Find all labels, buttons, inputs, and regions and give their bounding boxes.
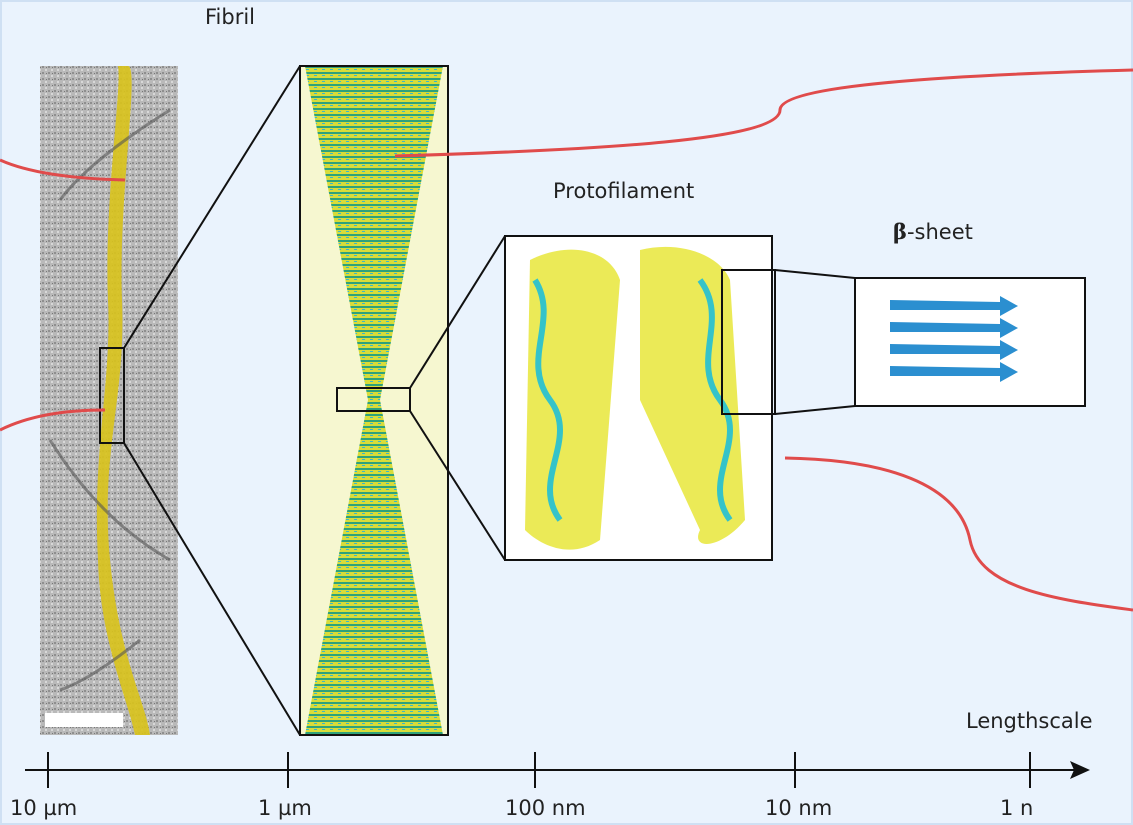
label: Fibril [205,5,255,29]
beta-sheet-box [855,278,1085,406]
tick-label: 1 µm [258,796,312,820]
tick-label: 1 n [1000,796,1033,820]
page: {"labels": {"fibril": "Fibril", "protofi… [0,0,1133,825]
figure: Fibril Protofilament β-sheet Lengthscale… [0,0,1133,825]
tick-label: 10 nm [765,796,832,820]
tick-label: 100 nm [505,796,586,820]
scale-bar [45,713,123,727]
connector [775,270,855,278]
tick-label: 10 µm [10,796,77,820]
connector [775,406,855,414]
axis-ticks: 10 µm 1 µm 100 nm 10 nm 1 n [10,752,1033,820]
axis-title: Lengthscale [966,709,1093,733]
label: β-sheet [893,219,973,244]
label: Protofilament [553,179,694,203]
label: β [893,219,907,244]
label: -sheet [907,220,973,244]
